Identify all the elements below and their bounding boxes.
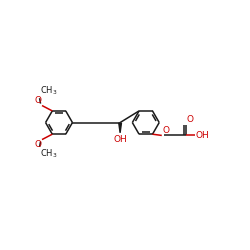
Text: O: O — [34, 140, 42, 149]
Text: O: O — [34, 96, 42, 105]
Text: CH$_3$: CH$_3$ — [40, 148, 58, 160]
Text: OH: OH — [196, 131, 209, 140]
Polygon shape — [119, 123, 122, 133]
Text: OH: OH — [113, 135, 127, 144]
Text: O: O — [162, 126, 169, 135]
Text: CH$_3$: CH$_3$ — [40, 85, 58, 97]
Text: O: O — [186, 115, 194, 124]
